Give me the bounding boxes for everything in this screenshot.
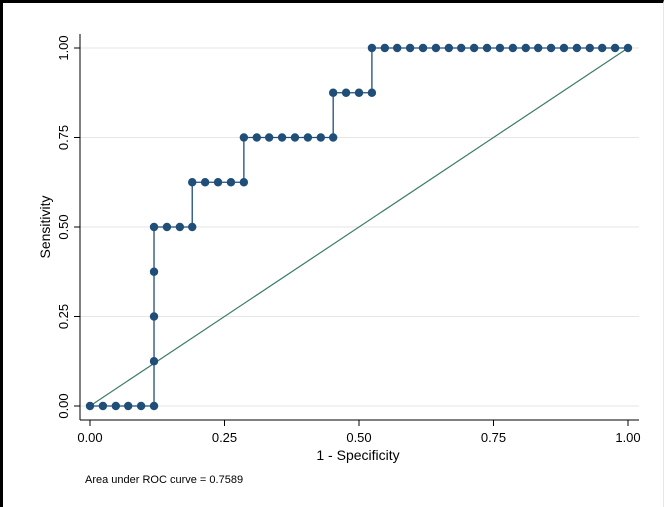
roc-points bbox=[85, 43, 633, 411]
x-tick-label: 0.25 bbox=[212, 430, 237, 445]
y-tick-label: 0.75 bbox=[56, 125, 71, 150]
roc-point bbox=[149, 401, 159, 411]
x-tick-label: 0.75 bbox=[481, 430, 506, 445]
x-axis-title: 1 - Specificity bbox=[316, 447, 399, 463]
roc-point bbox=[380, 43, 390, 53]
x-tick-label: 0.00 bbox=[77, 430, 102, 445]
roc-point bbox=[559, 43, 569, 53]
roc-point bbox=[354, 88, 364, 97]
x-tick-label: 1.00 bbox=[615, 430, 640, 445]
roc-point bbox=[585, 43, 595, 53]
y-tick-label: 0.25 bbox=[56, 304, 71, 329]
roc-point bbox=[200, 178, 210, 187]
roc-point bbox=[533, 43, 543, 53]
reference-line bbox=[89, 47, 629, 407]
roc-point bbox=[277, 133, 287, 142]
y-axis-title: Sensitivity bbox=[37, 195, 53, 258]
roc-point bbox=[188, 222, 197, 232]
roc-point bbox=[521, 43, 530, 53]
reference-diagonal bbox=[89, 47, 629, 407]
roc-point bbox=[469, 43, 479, 53]
roc-point bbox=[316, 133, 326, 142]
y-tick-label: 0.50 bbox=[56, 214, 71, 239]
roc-point bbox=[149, 312, 159, 321]
roc-point bbox=[111, 401, 121, 411]
roc-point bbox=[328, 88, 338, 97]
roc-point bbox=[482, 43, 492, 53]
y-tick-label: 0.00 bbox=[56, 393, 71, 418]
roc-point bbox=[392, 43, 402, 53]
roc-point bbox=[303, 133, 313, 142]
roc-point bbox=[290, 133, 300, 142]
roc-point bbox=[328, 133, 338, 142]
roc-point bbox=[226, 178, 236, 187]
roc-point bbox=[367, 88, 377, 97]
y-axis-ticks: 0.00 0.25 0.50 0.75 1.00 bbox=[56, 35, 80, 419]
roc-point bbox=[136, 401, 146, 411]
roc-point bbox=[188, 178, 197, 187]
roc-point bbox=[572, 43, 582, 53]
roc-point bbox=[149, 267, 159, 276]
auc-annotation: Area under ROC curve = 0.7589 bbox=[85, 474, 243, 486]
roc-point bbox=[597, 43, 607, 53]
roc-point bbox=[405, 43, 415, 53]
roc-point bbox=[162, 222, 172, 232]
roc-point bbox=[457, 43, 466, 53]
roc-point bbox=[418, 43, 428, 53]
roc-point bbox=[252, 133, 261, 142]
roc-point bbox=[610, 43, 620, 53]
roc-point bbox=[264, 133, 274, 142]
roc-point bbox=[149, 222, 159, 232]
y-tick-label: 1.00 bbox=[56, 35, 71, 60]
roc-point bbox=[508, 43, 518, 53]
roc-point bbox=[623, 43, 633, 53]
roc-point bbox=[85, 401, 95, 411]
roc-point bbox=[495, 43, 505, 53]
roc-point bbox=[239, 133, 249, 142]
roc-point bbox=[123, 401, 133, 411]
x-axis-ticks: 0.00 0.25 0.50 0.75 1.00 bbox=[77, 420, 641, 445]
roc-point bbox=[546, 43, 556, 53]
roc-point bbox=[213, 178, 223, 187]
roc-point bbox=[149, 357, 159, 366]
roc-point bbox=[431, 43, 441, 53]
roc-point bbox=[367, 43, 377, 53]
roc-point bbox=[239, 178, 249, 187]
roc-point bbox=[98, 401, 108, 411]
x-tick-label: 0.50 bbox=[346, 430, 371, 445]
roc-point bbox=[341, 88, 351, 97]
roc-point bbox=[175, 222, 185, 232]
roc-point bbox=[444, 43, 454, 53]
